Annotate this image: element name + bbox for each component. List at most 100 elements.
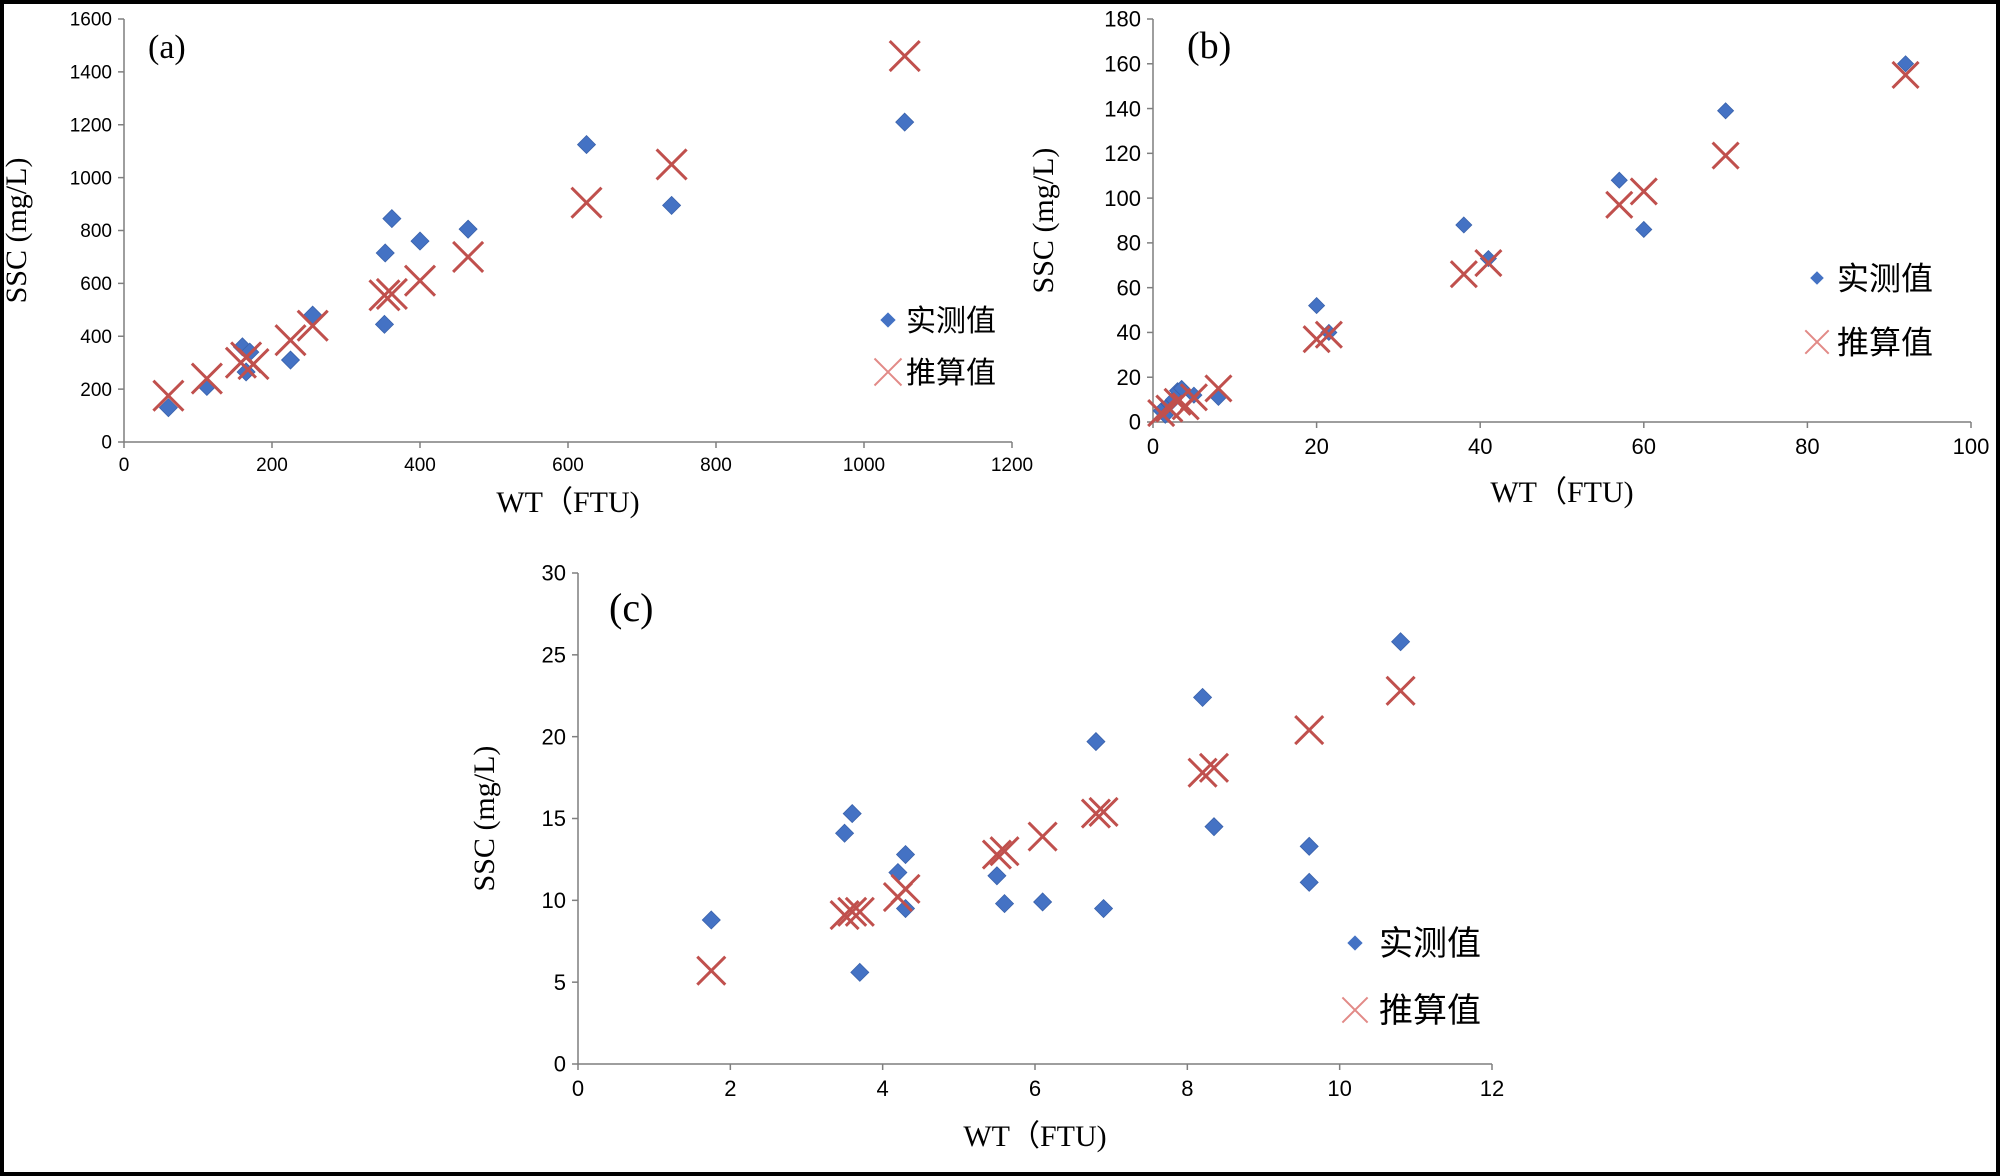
estimated-point <box>890 873 921 904</box>
measured-point <box>850 962 870 982</box>
y-tick-label: 800 <box>80 221 112 242</box>
estimated-point <box>1204 374 1233 403</box>
x-tick-label: 1200 <box>991 455 1033 476</box>
y-tick-label: 140 <box>1104 96 1141 121</box>
estimated-point <box>1474 248 1503 278</box>
estimated-point <box>403 264 437 297</box>
measured-point <box>987 866 1007 886</box>
legend-measured-marker <box>880 312 896 328</box>
measured-point <box>1896 55 1915 73</box>
measured-point <box>1033 892 1053 912</box>
x-tick-label: 10 <box>1327 1076 1351 1101</box>
estimated-point <box>1187 757 1218 788</box>
legend-estimated-label: 推算值 <box>1379 991 1481 1031</box>
legend-measured-label: 实测值 <box>1379 924 1481 964</box>
measured-point <box>375 243 395 263</box>
estimated-point <box>1147 398 1176 428</box>
estimated-point <box>296 309 329 342</box>
estimated-point <box>1198 752 1230 783</box>
y-tick-label: 1600 <box>70 10 112 31</box>
y-tick-label: 400 <box>80 327 112 348</box>
x-tick-label: 600 <box>552 455 584 476</box>
measured-point <box>1093 898 1114 919</box>
measured-point <box>158 398 178 418</box>
estimated-point <box>190 362 223 395</box>
x-tick-label: 80 <box>1795 434 1819 459</box>
y-tick-label: 20 <box>542 724 566 749</box>
estimated-point <box>375 277 408 311</box>
legend-estimated-marker <box>1341 996 1369 1024</box>
measured-point <box>280 350 301 370</box>
y-tick-label: 100 <box>1104 186 1141 211</box>
y-tick-label: 0 <box>101 433 112 454</box>
measured-point <box>576 135 597 155</box>
y-tick-label: 200 <box>80 380 112 401</box>
y-tick-label: 5 <box>554 970 566 995</box>
legend-estimated-label: 推算值 <box>1837 324 1933 362</box>
x-tick-label: 12 <box>1480 1076 1504 1101</box>
y-tick-label: 1000 <box>70 168 112 189</box>
x-axis-title: WT（FTU) <box>963 1120 1106 1153</box>
y-tick-label: 160 <box>1104 51 1141 76</box>
measured-point <box>410 231 430 251</box>
y-tick-label: 1200 <box>70 115 112 136</box>
chart-panel-3: 0 5 10 15 20 25 30 0 2 4 6 8 10 12 WT（FTU) SSC (mg/L) (c… <box>468 561 1504 1153</box>
measured-point <box>1193 687 1213 707</box>
y-tick-label: 60 <box>1117 275 1141 300</box>
estimated-point <box>1314 320 1343 349</box>
x-axis-title: WT（FTU) <box>1490 476 1633 509</box>
estimated-point <box>1449 260 1478 289</box>
y-axis-title: SSC (mg/L) <box>468 746 501 892</box>
y-tick-label: 0 <box>554 1052 566 1077</box>
estimated-point <box>989 836 1020 867</box>
x-tick-label: 0 <box>572 1076 584 1101</box>
legend-measured-marker <box>1810 271 1824 285</box>
estimated-point <box>1163 387 1192 416</box>
measured-point <box>1086 732 1106 752</box>
x-tick-label: 400 <box>404 455 436 476</box>
x-tick-label: 0 <box>1147 434 1159 459</box>
panel-label: (a) <box>148 29 186 66</box>
estimated-point <box>1385 675 1416 706</box>
measured-point <box>1308 297 1326 315</box>
estimated-point <box>1605 190 1634 219</box>
measured-point <box>1455 216 1473 234</box>
y-tick-label: 0 <box>1129 410 1141 435</box>
x-tick-label: 60 <box>1632 434 1656 459</box>
y-tick-label: 40 <box>1117 320 1141 345</box>
y-tick-label: 10 <box>542 888 566 913</box>
measured-point <box>1209 388 1228 406</box>
y-tick-label: 30 <box>542 561 566 586</box>
estimated-point <box>1891 60 1920 90</box>
legend-estimated-label: 推算值 <box>906 356 996 391</box>
measured-point <box>458 219 478 239</box>
y-tick-label: 600 <box>80 274 112 295</box>
measured-point <box>662 195 682 215</box>
x-tick-label: 6 <box>1029 1076 1041 1101</box>
measured-point <box>1717 102 1735 120</box>
measured-point <box>895 898 916 919</box>
x-tick-label: 20 <box>1304 434 1328 459</box>
x-tick-label: 800 <box>700 455 732 476</box>
legend-estimated-marker <box>1804 329 1830 355</box>
x-axis-title: WT（FTU) <box>496 486 639 519</box>
estimated-point <box>655 148 688 181</box>
x-tick-label: 0 <box>119 455 130 476</box>
measured-point <box>1635 220 1653 239</box>
measured-point <box>1610 171 1628 189</box>
y-tick-label: 180 <box>1104 7 1141 32</box>
estimated-point <box>152 379 185 412</box>
y-axis-title: SSC (mg/L) <box>0 158 33 304</box>
estimated-point <box>452 240 485 273</box>
figure-canvas: 0 200 400 600 800 1000 1200 1400 1600 0 200 400 600 8… <box>0 4 1996 1172</box>
x-tick-label: 1000 <box>843 455 885 476</box>
estimated-point <box>1629 177 1658 206</box>
measured-point <box>382 209 402 229</box>
estimated-point <box>1027 821 1058 852</box>
estimated-point <box>274 324 307 357</box>
measured-point <box>835 823 855 843</box>
measured-point <box>1299 872 1319 892</box>
estimated-point <box>1294 715 1325 746</box>
